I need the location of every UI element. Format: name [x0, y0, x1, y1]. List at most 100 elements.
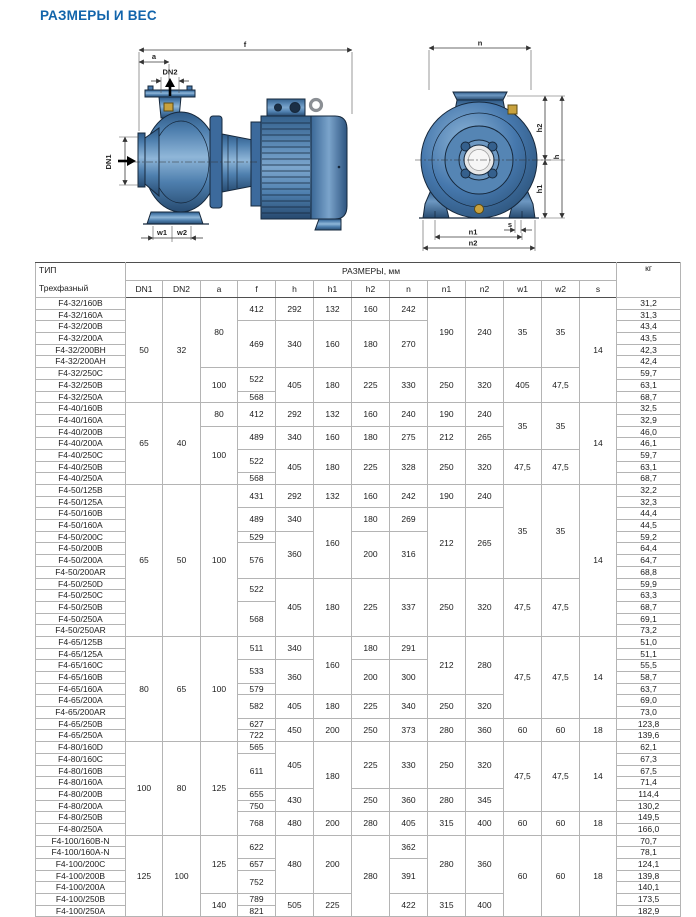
dim-value-cell: 47,5 [503, 635, 542, 719]
dim-value-cell: 47,5 [503, 741, 542, 813]
table-row: F4-40/250A 568 68,7 [35, 472, 682, 485]
pump-type-cell: F4-32/200AH [35, 355, 126, 369]
pump-type-cell: F4-50/200C [35, 530, 126, 544]
dim-value-cell: 125 [200, 741, 238, 836]
dim-value-cell: 330 [389, 741, 428, 789]
weight-cell: 46,0 [616, 425, 682, 439]
dim-value-cell: 14 [578, 484, 618, 637]
sizes-header: РАЗМЕРЫ, мм [124, 262, 618, 281]
pump-front-body [415, 91, 551, 219]
table-row: F4-100/160A-N 78,1 [35, 846, 682, 859]
table-row: F4-50/125A 32,3 [35, 495, 682, 509]
dim-label-a: a [152, 52, 157, 61]
weight-cell: 68,7 [616, 472, 682, 485]
table-row: F4-40/200A 46,1 [35, 437, 682, 450]
dim-value-cell: 489 [237, 425, 276, 450]
dim-value-cell: 35 [503, 402, 542, 450]
table-row: F4-50/250AR 73,2 [35, 624, 682, 637]
dim-value-cell: 300 [389, 659, 428, 696]
dim-value-cell: 225 [351, 367, 390, 404]
table-row: F4-80/200B 655 430 250 360 280 345 114,4 [35, 787, 682, 813]
pump-type-cell: F4-32/200BH [35, 343, 126, 357]
dim-value-cell: 373 [389, 717, 428, 743]
table-row: F4-50/250D 522 405 180 225 337 250 320 47,5 47,5 5… [35, 577, 682, 637]
dim-label-dn1: DN1 [104, 154, 113, 169]
dim-value-cell: 140 [200, 893, 238, 917]
pump-type-cell: F4-40/200B [35, 425, 126, 439]
weight-cell: 58,7 [616, 671, 682, 684]
weight-cell: 32,9 [616, 413, 682, 427]
weight-cell: 62,1 [616, 741, 682, 754]
pump-type-cell: F4-65/250A [35, 729, 126, 743]
weight-cell: 32,5 [616, 402, 682, 415]
table-row: F4-100/160B-N 125 100 125 622 480 200 280 362 280… [35, 834, 682, 917]
table-row: F4-80/250B 768 480 200 280 405 315 400 60 60 18 149… [35, 811, 682, 836]
dim-value-cell: 750 [237, 799, 276, 813]
pump-type-cell: F4-80/160D [35, 741, 126, 754]
dim-value-cell: 250 [427, 741, 466, 789]
dim-value-cell: 47,5 [503, 577, 542, 637]
weight-cell: 68,8 [616, 565, 682, 579]
weight-cell: 67,5 [616, 764, 682, 778]
dim-label-n2: n2 [469, 239, 478, 248]
dim-value-cell: 132 [313, 483, 352, 509]
side-view-dimensions: f a DN2 DN1 w1 w2 [104, 40, 353, 242]
table-row: F4-32/250A 568 68,7 [35, 390, 682, 404]
weight-cell: 44,5 [616, 519, 682, 532]
dim-value-cell: 405 [275, 367, 314, 404]
dim-value-cell: 18 [578, 811, 618, 836]
dim-label-f: f [244, 40, 247, 49]
weight-cell: 43,4 [616, 320, 682, 334]
dim-value-cell: 292 [275, 402, 314, 427]
dim-value-cell: 529 [237, 530, 276, 544]
dim-value-cell: 405 [275, 448, 314, 486]
pump-type-cell: F4-65/200AR [35, 706, 126, 719]
pump-type-cell: F4-50/125B [35, 484, 126, 497]
dim-value-cell: 511 [237, 635, 276, 661]
table-row: F4-50/250B 568 68,7 [35, 600, 682, 637]
dim-value-cell: 480 [275, 834, 314, 895]
table-row: F4-80/160B 67,5 [35, 764, 682, 778]
dim-value-cell: 132 [313, 296, 352, 322]
dim-value-cell: 47,5 [503, 448, 542, 486]
dim-value-cell: 280 [427, 834, 466, 895]
col-header-w2: w2 [541, 280, 580, 298]
dim-value-cell: 18 [578, 834, 618, 917]
pump-type-cell: F4-32/250B [35, 378, 126, 392]
dim-value-cell: 320 [465, 741, 504, 789]
pump-type-cell: F4-32/250C [35, 367, 126, 380]
dim-value-cell: 315 [427, 811, 466, 836]
dim-value-cell: 821 [237, 904, 276, 917]
dim-value-cell: 132 [313, 402, 352, 427]
pump-type-cell: F4-50/160B [35, 507, 126, 521]
dim-value-cell: 212 [427, 635, 466, 696]
dim-value-cell: 340 [389, 694, 428, 719]
dim-value-cell: 60 [541, 834, 580, 917]
dim-value-cell: 320 [465, 367, 504, 404]
dim-value-cell: 60 [503, 811, 542, 836]
pump-type-cell: F4-100/200A [35, 881, 126, 895]
dim-value-cell: 125 [125, 834, 163, 917]
dim-value-cell: 752 [237, 869, 276, 895]
dim-value-cell: 50 [162, 484, 201, 637]
weight-cell: 73,0 [616, 706, 682, 719]
dim-value-cell: 60 [541, 717, 580, 743]
dim-value-cell: 160 [313, 320, 352, 369]
pump-type-cell: F4-50/125A [35, 495, 126, 509]
pump-type-cell: F4-50/250A [35, 612, 126, 626]
col-header-h1: h1 [313, 280, 352, 298]
dim-value-cell: 47,5 [541, 448, 580, 486]
dim-value-cell: 190 [427, 483, 466, 509]
dim-label-dn2: DN2 [162, 68, 177, 77]
dim-value-cell: 100 [125, 741, 163, 836]
dim-label-s: s [508, 220, 512, 229]
dim-value-cell: 533 [237, 659, 276, 684]
dim-value-cell: 265 [465, 507, 504, 579]
dim-value-cell: 360 [465, 717, 504, 743]
dim-value-cell: 14 [578, 402, 618, 485]
dim-value-cell: 80 [125, 635, 163, 743]
weight-cell: 64,7 [616, 554, 682, 567]
col-header-h: h [275, 280, 314, 298]
dim-value-cell: 47,5 [541, 741, 580, 813]
pump-type-cell: F4-100/250A [35, 904, 126, 917]
